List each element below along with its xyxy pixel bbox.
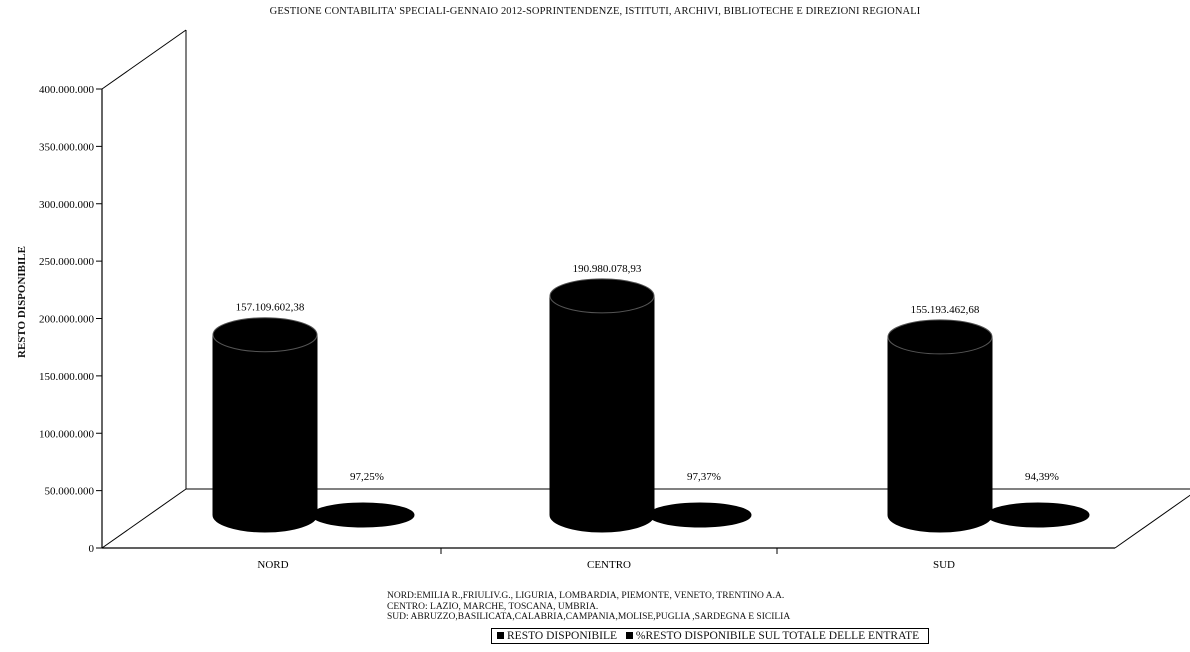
floor-left-edge: [101, 488, 187, 549]
bar-resto-disponibile: [887, 336, 993, 533]
y-axis-label: RESTO DISPONIBILE: [16, 246, 28, 358]
data-label-resto: 155.193.462,68: [911, 304, 980, 316]
floor-right-edge: [1114, 494, 1190, 549]
y-tick-label: 300.000.000: [39, 199, 95, 211]
data-label-resto: 157.109.602,38: [236, 302, 305, 314]
y-tick-label: 400.000.000: [39, 84, 95, 96]
x-tick-label: CENTRO: [587, 559, 631, 571]
y-tick-label: 250.000.000: [39, 256, 95, 268]
bar-top-cap: [549, 278, 655, 314]
back-wall-edge: [185, 30, 1190, 490]
note-nord: NORD:EMILIA R.,FRIULIV.G., LIGURIA, LOMB…: [387, 591, 785, 601]
legend-item-resto: RESTO DISPONIBILE: [507, 630, 618, 642]
legend-swatch-percent: [625, 632, 633, 639]
bar-resto-disponibile: [549, 295, 655, 533]
y-tick-label: 350.000.000: [39, 141, 95, 153]
note-centro: CENTRO: LAZIO, MARCHE, TOSCANA, UMBRIA.: [387, 601, 599, 612]
region-notes: NORD:EMILIA R.,FRIULIV.G., LIGURIA, LOMB…: [387, 591, 790, 623]
x-tick-label: SUD: [933, 559, 955, 571]
data-label-percent: 97,37%: [687, 471, 721, 483]
legend-item-percent: %RESTO DISPONIBILE SUL TOTALE DELLE ENTR…: [635, 630, 920, 642]
y-tick-label: 200.000.000: [39, 314, 95, 326]
y-tick-label: 50.000.000: [45, 486, 95, 498]
data-label-resto: 190.980.078,93: [573, 263, 642, 275]
bar-percent-resto: [311, 502, 415, 528]
data-label-percent: 94,39%: [1025, 471, 1059, 483]
chart-title: GESTIONE CONTABILITA' SPECIALI-GENNAIO 2…: [269, 6, 921, 17]
bar-percent-resto: [648, 502, 752, 528]
x-tick-label: NORD: [257, 559, 288, 571]
wall-top-edge: [101, 29, 187, 90]
bar-resto-disponibile: [212, 334, 318, 533]
bar-top-cap: [887, 319, 993, 355]
y-tick-label: 0: [89, 543, 95, 555]
legend: RESTO DISPONIBILE %RESTO DISPONIBILE SUL…: [491, 628, 930, 644]
bar-percent-resto: [986, 502, 1090, 528]
note-sud: SUD: ABRUZZO,BASILICATA,CALABRIA,CAMPANI…: [387, 612, 791, 622]
legend-swatch-resto: [497, 632, 504, 639]
data-label-percent: 97,25%: [350, 471, 384, 483]
y-tick-label: 100.000.000: [39, 428, 95, 440]
y-tick-label: 150.000.000: [39, 371, 95, 383]
bar-top-cap: [212, 317, 318, 353]
